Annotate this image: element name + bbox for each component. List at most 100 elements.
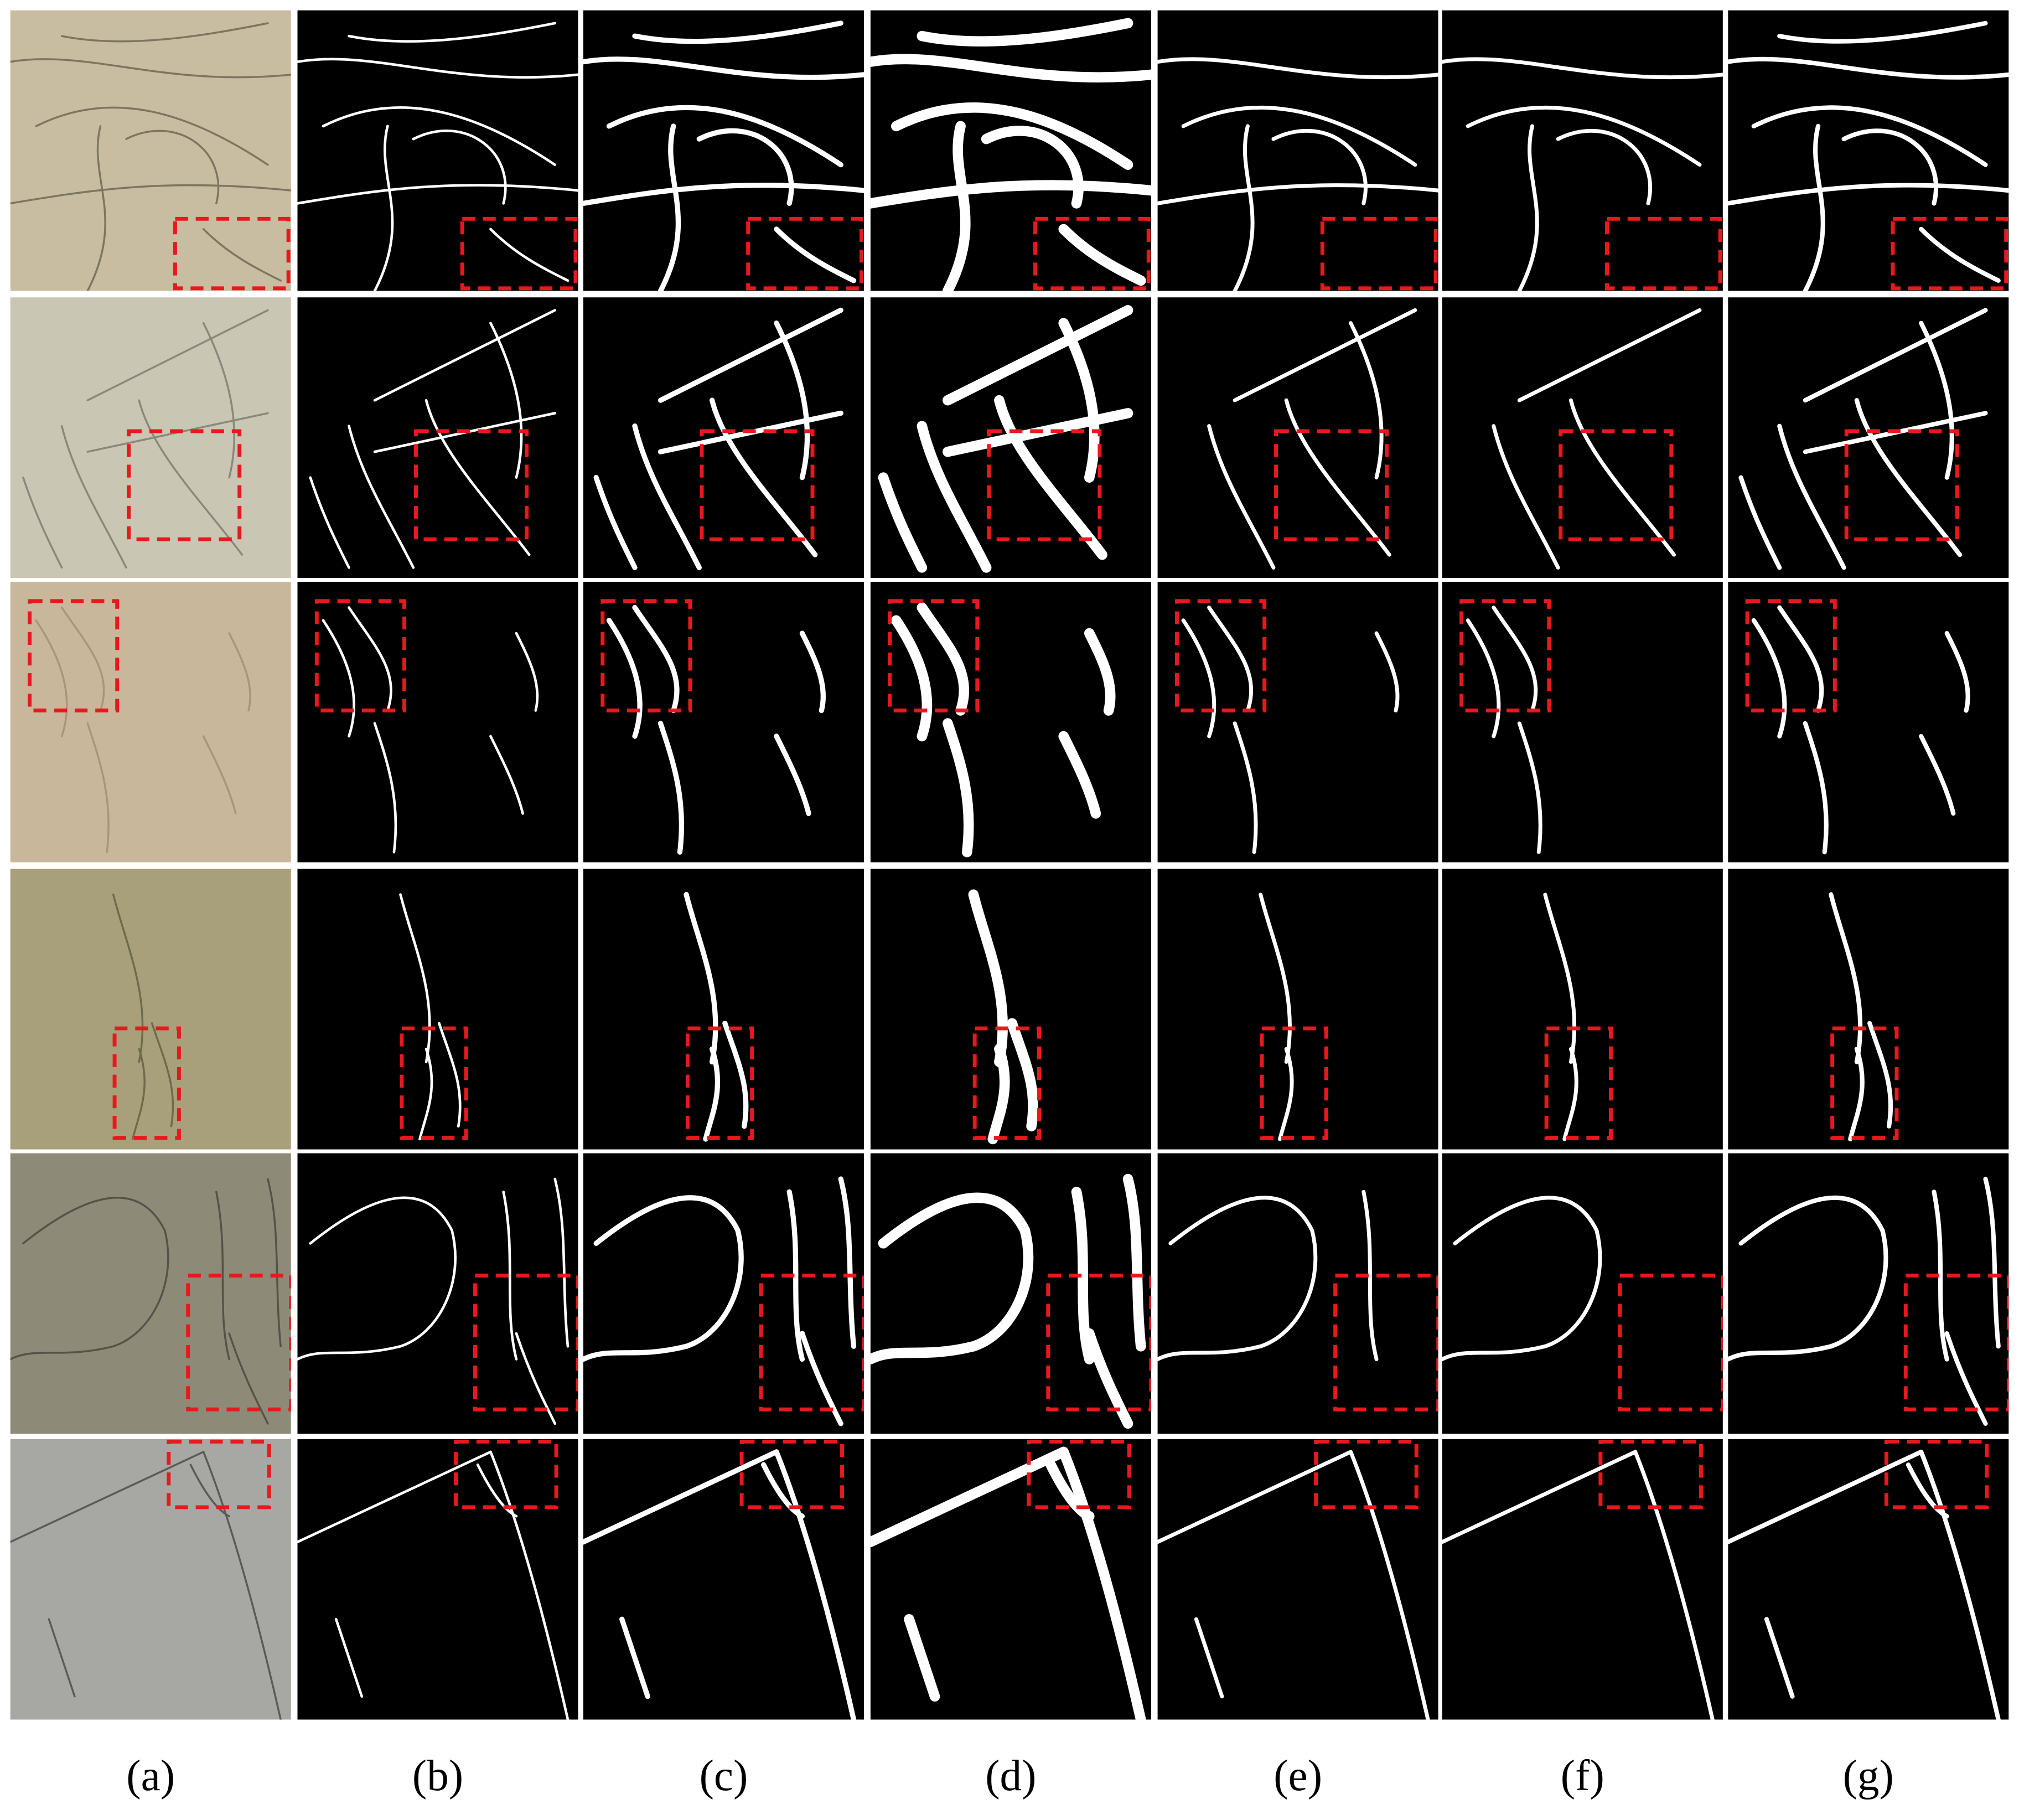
crack [35, 106, 269, 166]
column-label: (f) [1561, 1752, 1604, 1800]
crack [774, 226, 857, 283]
crack [348, 425, 415, 569]
crack [1944, 1331, 1988, 1426]
highlight-box [1618, 1273, 1723, 1411]
highlight-box [972, 1026, 1041, 1140]
crack [1738, 475, 1782, 570]
highlight-box [454, 1439, 558, 1509]
highlight-box [746, 216, 863, 291]
crack [202, 322, 235, 479]
crack [703, 1046, 721, 1142]
segmentation-mask [870, 1153, 1151, 1434]
photo [10, 582, 291, 862]
crack [297, 1450, 492, 1544]
image-panel [10, 297, 291, 578]
image-panel [1442, 868, 1723, 1150]
crack [1764, 1617, 1795, 1699]
crack [1919, 320, 1954, 480]
crack [151, 1022, 174, 1128]
image-panel [583, 1439, 864, 1720]
crack [1442, 1344, 1547, 1362]
crack [1517, 124, 1539, 291]
crack [322, 619, 355, 738]
image-panel [10, 1153, 291, 1434]
photo [10, 10, 291, 291]
crack [112, 893, 144, 1063]
crack [309, 1196, 453, 1245]
segmentation-mask [583, 582, 864, 862]
crack [1361, 1190, 1379, 1362]
image-panel [1442, 1153, 1723, 1434]
crack [632, 20, 843, 44]
image-panel [10, 1439, 291, 1720]
crack [891, 102, 1133, 170]
image-panel [1442, 10, 1723, 291]
highlight-box [759, 1273, 864, 1411]
crack [1738, 1195, 1885, 1246]
highlight-box [1884, 1439, 1989, 1509]
crack [917, 602, 970, 716]
crack [438, 1022, 462, 1128]
segmentation-mask [870, 868, 1151, 1150]
crack [1442, 1450, 1638, 1544]
crack [1284, 398, 1391, 557]
crack [968, 889, 1008, 1067]
crack [297, 58, 578, 79]
crack [10, 1451, 205, 1543]
crack [334, 1617, 364, 1698]
highlight-box [112, 1026, 181, 1140]
crack [373, 722, 397, 854]
crack [583, 1343, 689, 1362]
image-panel [583, 297, 864, 578]
crack [60, 606, 105, 712]
image-panel [1728, 297, 2009, 578]
crack [1517, 721, 1542, 854]
crack [943, 305, 1133, 406]
image-panel [10, 10, 291, 291]
crack [774, 733, 811, 816]
crack [1122, 1173, 1146, 1352]
crack [760, 1462, 805, 1519]
crack [1777, 20, 1988, 44]
highlight-box [1274, 429, 1389, 541]
crack [35, 619, 68, 737]
crack [1058, 318, 1100, 483]
crack [515, 1332, 557, 1425]
crack [228, 632, 251, 712]
image-panel [297, 10, 578, 291]
segmentation-mask [1157, 1153, 1438, 1434]
image-panel [297, 1439, 578, 1720]
crack [870, 180, 1151, 209]
column-label: (c) [700, 1752, 748, 1800]
image-panel [297, 582, 578, 862]
highlight-box [1903, 1273, 2009, 1411]
crack [1259, 1228, 1318, 1348]
crack [838, 1176, 857, 1349]
crack [189, 1464, 230, 1517]
highlight-box [167, 1439, 271, 1509]
crack [1803, 721, 1829, 855]
crack [1728, 183, 2009, 206]
crack [1157, 1450, 1353, 1544]
crack [1084, 628, 1116, 716]
crack [489, 322, 523, 479]
segmentation-mask [1442, 1439, 1723, 1720]
crack [1259, 892, 1292, 1064]
image-panel [10, 582, 291, 862]
crack [112, 1229, 169, 1348]
crack [1556, 128, 1653, 205]
crack [799, 1331, 843, 1426]
image-panel [297, 868, 578, 1150]
crack [1777, 605, 1824, 713]
crack [86, 125, 106, 291]
crack [10, 58, 291, 79]
crack [1207, 606, 1254, 713]
crack [987, 1043, 1010, 1145]
crack [60, 22, 269, 43]
crack [1728, 1344, 1834, 1362]
crack [348, 606, 392, 712]
highlight-box [1544, 1026, 1613, 1140]
crack [1207, 424, 1276, 570]
crack [1854, 398, 1963, 557]
